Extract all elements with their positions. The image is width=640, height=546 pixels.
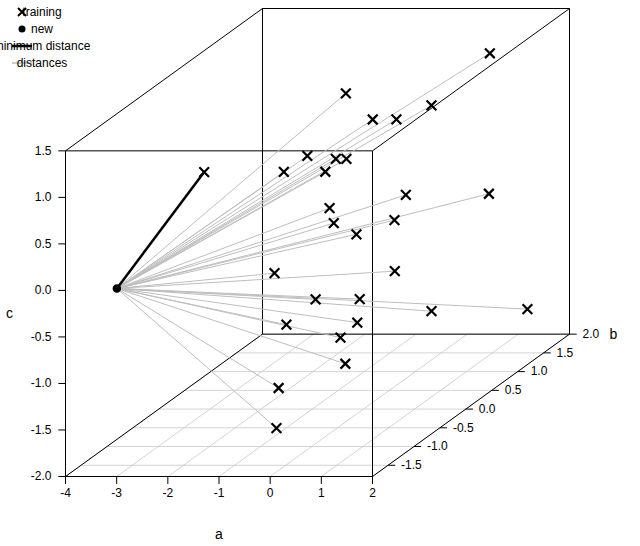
- svg-text:1.0: 1.0: [35, 190, 52, 204]
- svg-text:0.5: 0.5: [35, 237, 52, 251]
- svg-text:-4: -4: [60, 486, 71, 500]
- svg-text:training: training: [22, 5, 61, 19]
- svg-text:0.0: 0.0: [35, 283, 52, 297]
- svg-text:-0.5: -0.5: [31, 330, 52, 344]
- svg-text:1.5: 1.5: [557, 346, 574, 360]
- svg-text:-1.0: -1.0: [427, 439, 448, 453]
- svg-text:-1: -1: [214, 486, 225, 500]
- svg-text:0.0: 0.0: [479, 402, 496, 416]
- svg-text:c: c: [6, 305, 13, 321]
- svg-text:0.5: 0.5: [505, 383, 522, 397]
- svg-text:-1.0: -1.0: [31, 376, 52, 390]
- svg-text:-1.5: -1.5: [401, 458, 422, 472]
- svg-text:a: a: [215, 526, 223, 542]
- svg-text:minimum distance: minimum distance: [0, 39, 91, 53]
- svg-text:-1.5: -1.5: [31, 423, 52, 437]
- svg-text:distances: distances: [17, 56, 68, 70]
- svg-text:1.0: 1.0: [531, 364, 548, 378]
- svg-text:-2: -2: [162, 486, 173, 500]
- svg-text:-3: -3: [111, 486, 122, 500]
- svg-text:2.0: 2.0: [583, 327, 600, 341]
- svg-text:2: 2: [369, 486, 376, 500]
- svg-text:0: 0: [267, 486, 274, 500]
- svg-text:1.5: 1.5: [35, 144, 52, 158]
- svg-text:new: new: [31, 22, 53, 36]
- svg-text:1: 1: [318, 486, 325, 500]
- svg-text:-0.5: -0.5: [453, 421, 474, 435]
- svg-text:b: b: [610, 326, 618, 342]
- svg-text:-2.0: -2.0: [31, 469, 52, 483]
